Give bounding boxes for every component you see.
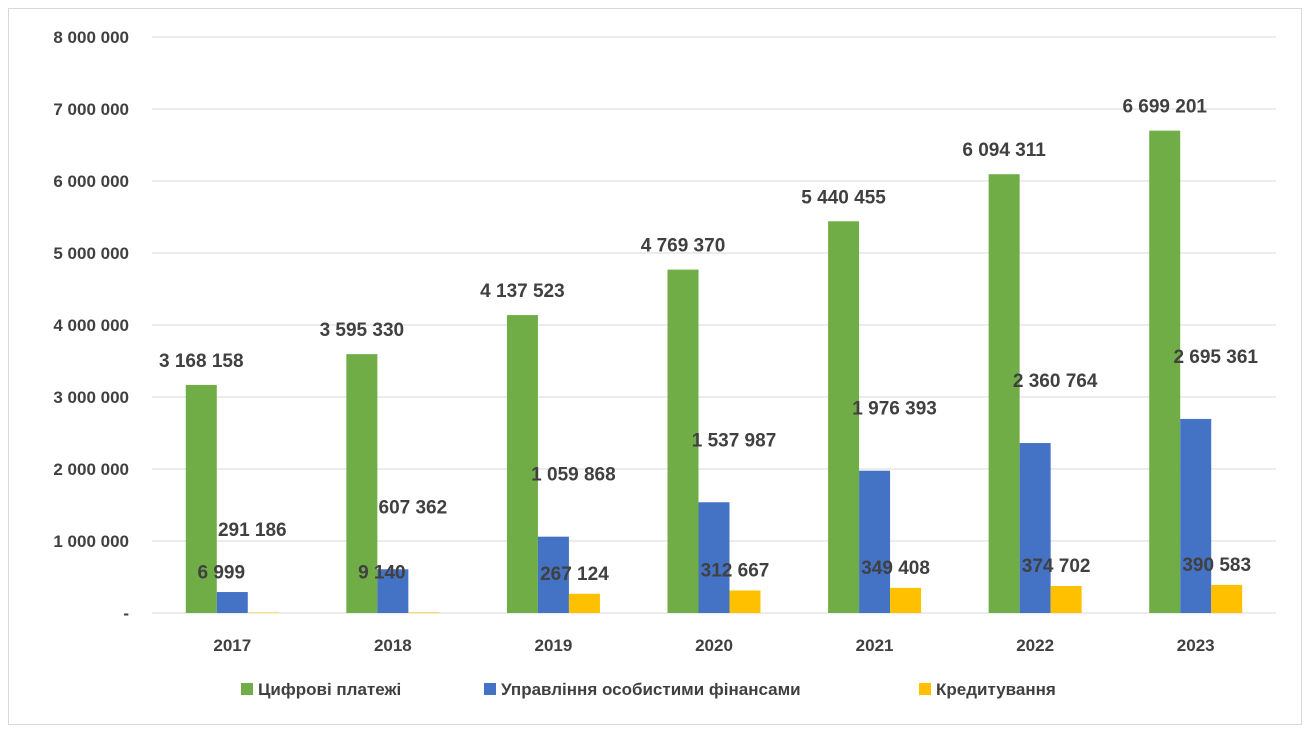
y-tick-label: 7 000 000 [53,100,129,119]
legend-swatch-series-2 [919,683,931,695]
bar-2022-series-2 [1050,586,1082,613]
data-label-2020-series-2: 312 667 [701,560,770,581]
bar-2023-series-0 [1149,130,1181,613]
data-label-2019-series-2: 267 124 [540,564,609,585]
data-label-2020-series-0: 4 769 370 [641,236,726,257]
bar-2021-series-2 [890,587,922,613]
bar-2019-series-2 [568,593,600,613]
x-category-label: 2017 [213,636,251,655]
bar-2022-series-0 [988,174,1020,614]
bar-2017-series-2 [247,612,279,613]
bar-2023-series-1 [1180,418,1212,613]
x-category-label: 2019 [535,636,573,655]
x-category-label: 2023 [1177,636,1215,655]
legend-label-series-2: Кредитування [936,680,1056,699]
y-tick-label: 6 000 000 [53,172,129,191]
legend-swatch-series-1 [484,683,496,695]
bar-2019-series-0 [506,315,538,613]
data-label-2022-series-2: 374 702 [1022,556,1091,577]
data-label-2021-series-1: 1 976 393 [852,399,937,420]
data-label-2021-series-0: 5 440 455 [801,187,886,208]
data-label-2017-series-0: 3 168 158 [159,351,244,372]
y-axis-tick-labels: - 1 000 000 2 000 000 3 000 000 4 000 000 5 0… [53,28,129,623]
gridlines [152,36,1276,614]
legend-label-series-0: Цифрові платежі [258,680,401,699]
data-label-2023-series-0: 6 699 201 [1122,97,1207,118]
y-tick-label: 8 000 000 [53,28,129,47]
y-tick-label: 4 000 000 [53,316,129,335]
data-label-2019-series-0: 4 137 523 [480,281,565,302]
data-label-2019-series-1: 1 059 868 [531,465,616,486]
legend-label-series-1: Управління особистими фінансами [501,680,801,699]
data-labels: 3 168 158 291 186 6 999 3 595 330 607 362 9 1… [159,97,1258,585]
x-category-label: 2022 [1016,636,1054,655]
y-tick-label: 5 000 000 [53,244,129,263]
x-category-label: 2021 [856,636,894,655]
bar-2020-series-1 [698,502,730,613]
bar-2017-series-1 [216,592,248,613]
data-label-2018-series-2: 9 140 [358,562,406,583]
y-tick-label: - [123,604,129,623]
x-category-label: 2020 [695,636,733,655]
legend: Цифрові платежі Управління особистими фін… [241,680,1056,699]
data-label-2018-series-1: 607 362 [379,497,448,518]
bar-2021-series-1 [859,470,891,613]
bar-2018-series-0 [346,354,378,613]
data-label-2020-series-1: 1 537 987 [692,430,777,451]
bar-2020-series-0 [667,269,699,613]
x-category-label: 2018 [374,636,412,655]
data-label-2021-series-2: 349 408 [861,558,930,579]
y-tick-label: 3 000 000 [53,388,129,407]
bar-2018-series-1 [377,569,409,613]
legend-swatch-series-0 [241,683,253,695]
bar-2019-series-1 [537,536,569,613]
data-label-2017-series-2: 6 999 [198,562,246,583]
data-label-2023-series-1: 2 695 361 [1173,347,1258,368]
bar-2021-series-0 [828,221,860,614]
bars [185,130,1243,614]
data-label-2018-series-0: 3 595 330 [320,320,405,341]
bar-2023-series-2 [1211,584,1243,613]
y-tick-label: 2 000 000 [53,460,129,479]
bar-2022-series-1 [1019,443,1051,613]
y-tick-label: 1 000 000 [53,532,129,551]
bar-2020-series-2 [729,590,761,613]
x-axis-category-labels: 2017 2018 2019 2020 2021 2022 2023 [213,636,1214,655]
bar-2018-series-2 [408,612,440,613]
data-label-2022-series-1: 2 360 764 [1013,371,1098,392]
data-label-2022-series-0: 6 094 311 [962,140,1046,161]
data-label-2023-series-2: 390 583 [1182,555,1251,576]
bar-2017-series-0 [185,384,217,613]
data-label-2017-series-1: 291 186 [218,520,287,541]
